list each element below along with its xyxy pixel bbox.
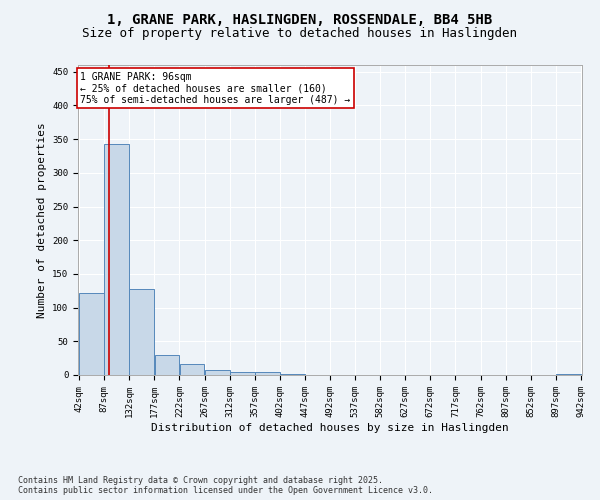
Text: 1, GRANE PARK, HASLINGDEN, ROSSENDALE, BB4 5HB: 1, GRANE PARK, HASLINGDEN, ROSSENDALE, B… xyxy=(107,12,493,26)
Text: Size of property relative to detached houses in Haslingden: Size of property relative to detached ho… xyxy=(83,28,517,40)
Bar xyxy=(155,356,179,375)
Bar xyxy=(104,144,129,375)
Bar xyxy=(255,372,280,375)
Text: Contains HM Land Registry data © Crown copyright and database right 2025.
Contai: Contains HM Land Registry data © Crown c… xyxy=(18,476,433,495)
Bar xyxy=(205,370,230,375)
Bar xyxy=(179,364,205,375)
Bar xyxy=(230,372,254,375)
X-axis label: Distribution of detached houses by size in Haslingden: Distribution of detached houses by size … xyxy=(151,422,509,432)
Y-axis label: Number of detached properties: Number of detached properties xyxy=(37,122,47,318)
Bar xyxy=(556,374,581,375)
Bar xyxy=(280,374,305,375)
Text: 1 GRANE PARK: 96sqm
← 25% of detached houses are smaller (160)
75% of semi-detac: 1 GRANE PARK: 96sqm ← 25% of detached ho… xyxy=(80,72,350,105)
Bar xyxy=(79,293,104,375)
Bar xyxy=(130,288,154,375)
